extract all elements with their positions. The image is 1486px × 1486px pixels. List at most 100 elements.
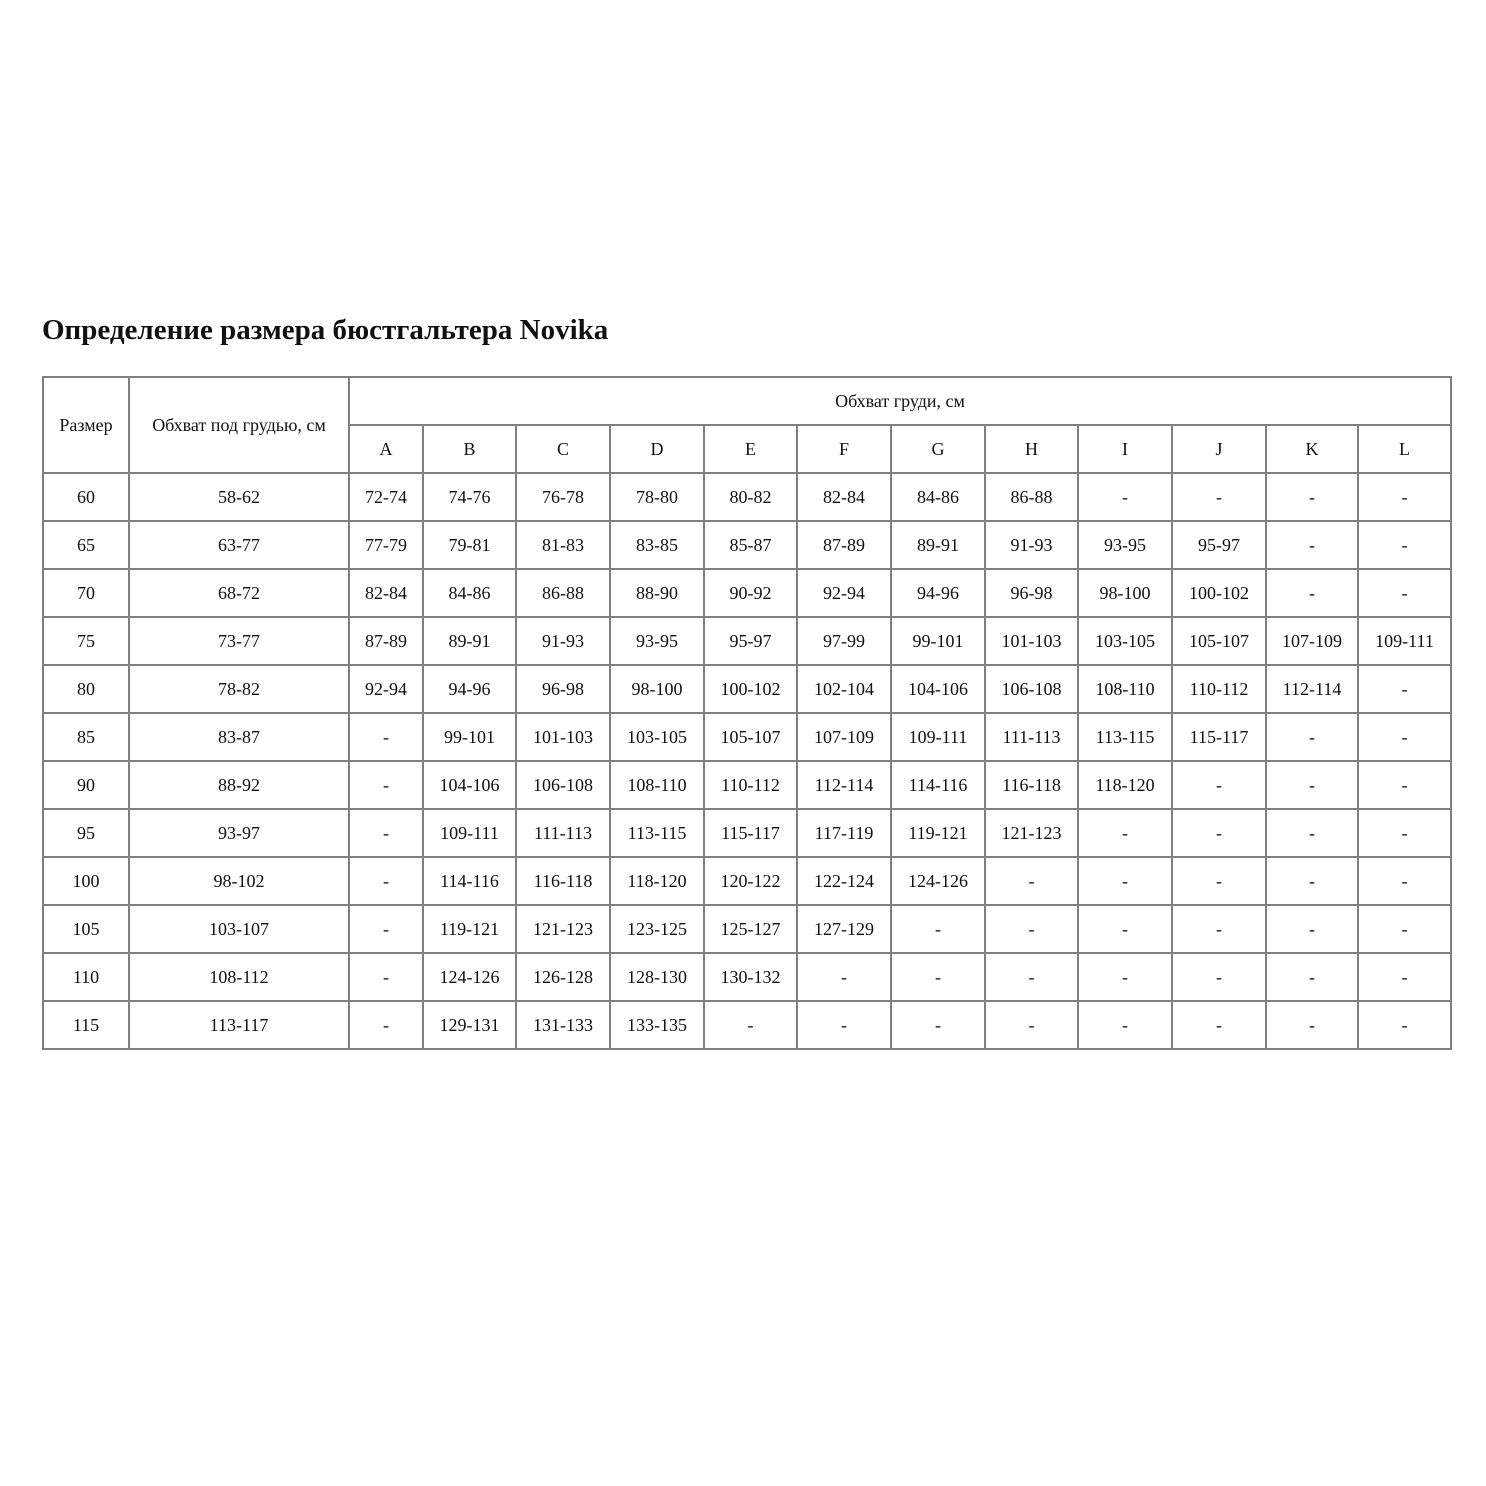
bust-header: Обхват груди, см xyxy=(348,376,1452,426)
bust-cell: 104-106 xyxy=(890,664,986,714)
bust-cell: - xyxy=(1265,1000,1359,1050)
bust-cell: 105-107 xyxy=(703,712,798,762)
bust-cell: 116-118 xyxy=(984,760,1079,810)
bust-cell: - xyxy=(1265,712,1359,762)
underbust-cell: 88-92 xyxy=(128,760,350,810)
bust-cell: 113-115 xyxy=(1077,712,1173,762)
table-row: 80 78-82 92-94 94-96 96-98 98-100 100-102 102-1… xyxy=(42,664,1452,714)
page-title: Определение размера бюстгальтера Novika xyxy=(42,314,609,346)
bust-cell: - xyxy=(984,952,1079,1002)
bust-cell: 84-86 xyxy=(890,472,986,522)
bust-cell: 116-118 xyxy=(515,856,611,906)
size-cell: 100 xyxy=(42,856,130,906)
bust-cell: 103-105 xyxy=(609,712,705,762)
bust-cell: 78-80 xyxy=(609,472,705,522)
bust-cell: 94-96 xyxy=(890,568,986,618)
size-cell: 90 xyxy=(42,760,130,810)
bust-cell: - xyxy=(1077,1000,1173,1050)
bust-cell: 95-97 xyxy=(1171,520,1267,570)
bust-cell: 92-94 xyxy=(348,664,424,714)
underbust-cell: 73-77 xyxy=(128,616,350,666)
bust-cell: - xyxy=(348,712,424,762)
bust-cell: - xyxy=(1077,808,1173,858)
bust-cell: - xyxy=(1265,904,1359,954)
bust-cell: - xyxy=(1077,952,1173,1002)
cup-header-b: B xyxy=(422,424,517,474)
bust-cell: 111-113 xyxy=(515,808,611,858)
cup-header-k: K xyxy=(1265,424,1359,474)
table-row: 95 93-97-109-111 111-113 113-115 115-117 117-… xyxy=(42,808,1452,858)
bust-cell: - xyxy=(1357,952,1452,1002)
bust-cell: 114-116 xyxy=(422,856,517,906)
bust-cell: 85-87 xyxy=(703,520,798,570)
size-cell: 60 xyxy=(42,472,130,522)
bust-cell: 120-122 xyxy=(703,856,798,906)
bust-cell: - xyxy=(1171,856,1267,906)
bust-cell: 94-96 xyxy=(422,664,517,714)
bust-cell: - xyxy=(348,1000,424,1050)
bust-cell: 109-111 xyxy=(1357,616,1452,666)
table-row: 100 98-102-114-116 116-118 118-120 120-122 12… xyxy=(42,856,1452,906)
bust-cell: 74-76 xyxy=(422,472,517,522)
bust-cell: 130-132 xyxy=(703,952,798,1002)
cup-header-a: A xyxy=(348,424,424,474)
bust-cell: 99-101 xyxy=(890,616,986,666)
bust-cell: 112-114 xyxy=(796,760,892,810)
bust-cell: 97-99 xyxy=(796,616,892,666)
bust-cell: - xyxy=(984,1000,1079,1050)
bust-cell: - xyxy=(1357,568,1452,618)
bust-cell: 117-119 xyxy=(796,808,892,858)
bust-cell: 118-120 xyxy=(609,856,705,906)
bust-cell: 100-102 xyxy=(1171,568,1267,618)
bust-cell: 77-79 xyxy=(348,520,424,570)
bust-cell: 128-130 xyxy=(609,952,705,1002)
bust-cell: - xyxy=(1171,760,1267,810)
bust-cell: 84-86 xyxy=(422,568,517,618)
bust-cell: 95-97 xyxy=(703,616,798,666)
size-cell: 75 xyxy=(42,616,130,666)
table-row: 110 108-112-124-126 126-128 128-130 130-132-… xyxy=(42,952,1452,1002)
bust-cell: 125-127 xyxy=(703,904,798,954)
bust-cell: 82-84 xyxy=(796,472,892,522)
underbust-cell: 58-62 xyxy=(128,472,350,522)
bust-cell: 107-109 xyxy=(796,712,892,762)
bust-cell: 127-129 xyxy=(796,904,892,954)
header-row: Размер Обхват под грудью, см Обхват груд… xyxy=(42,376,1452,474)
bust-cell: - xyxy=(1265,856,1359,906)
bust-cell: 83-85 xyxy=(609,520,705,570)
table-row: 65 63-77 77-79 79-81 81-83 83-85 85-87 87-89 89-… xyxy=(42,520,1452,570)
cup-header-j: J xyxy=(1171,424,1267,474)
bust-cell: - xyxy=(1357,808,1452,858)
bust-cell: - xyxy=(1171,808,1267,858)
bust-cell: 81-83 xyxy=(515,520,611,570)
underbust-header: Обхват под грудью, см xyxy=(128,376,350,474)
bust-cell: 89-91 xyxy=(890,520,986,570)
bust-cell: 99-101 xyxy=(422,712,517,762)
bust-cell: - xyxy=(1357,1000,1452,1050)
cup-header-h: H xyxy=(984,424,1079,474)
underbust-cell: 83-87 xyxy=(128,712,350,762)
bust-cell: - xyxy=(1357,760,1452,810)
cup-header-d: D xyxy=(609,424,705,474)
cup-header-e: E xyxy=(703,424,798,474)
underbust-cell: 63-77 xyxy=(128,520,350,570)
bust-cell: 112-114 xyxy=(1265,664,1359,714)
bust-cell: 96-98 xyxy=(515,664,611,714)
bust-cell: - xyxy=(1265,808,1359,858)
bust-cell: - xyxy=(1357,664,1452,714)
bust-cell: - xyxy=(796,1000,892,1050)
bust-cell: 115-117 xyxy=(703,808,798,858)
bust-cell: - xyxy=(1265,568,1359,618)
bust-cell: - xyxy=(1357,520,1452,570)
table-row: 75 73-77 87-89 89-91 91-93 93-95 95-97 97-99 99-… xyxy=(42,616,1452,666)
bust-cell: 72-74 xyxy=(348,472,424,522)
bust-cell: 87-89 xyxy=(796,520,892,570)
bust-cell: 106-108 xyxy=(515,760,611,810)
bust-cell: - xyxy=(348,952,424,1002)
bust-cell: 101-103 xyxy=(515,712,611,762)
bust-cell: 98-100 xyxy=(609,664,705,714)
bust-cell: 103-105 xyxy=(1077,616,1173,666)
table-row: 60 58-62 72-74 74-76 76-78 78-80 80-82 82-84 84-… xyxy=(42,472,1452,522)
bust-cell: - xyxy=(1265,472,1359,522)
